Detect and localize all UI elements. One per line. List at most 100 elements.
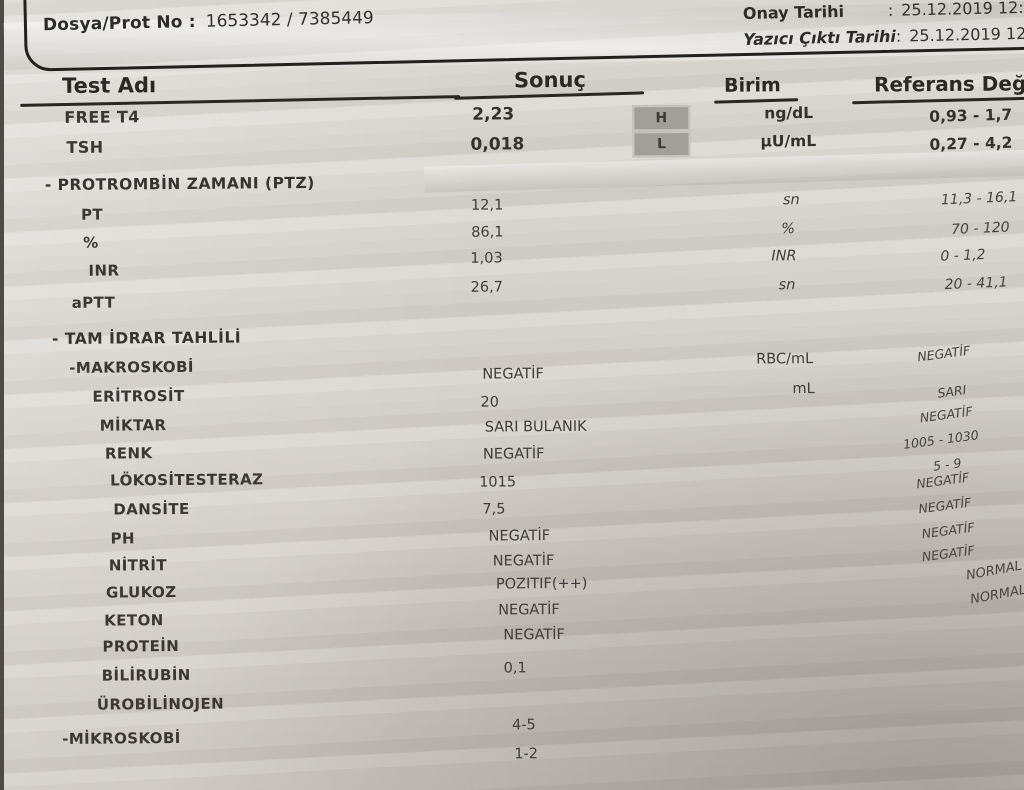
test-result: NEGATİF <box>482 366 544 383</box>
test-unit: sn <box>778 277 796 294</box>
test-name: aPTT <box>71 293 116 312</box>
test-reference: NEGATİF <box>915 469 970 492</box>
test-reference: 0,93 - 1,7 <box>929 105 1013 126</box>
table-row: MİKTAR SARI BULANIK NEGATİF <box>5 404 1024 436</box>
onay-tarihi-value: 25.12.2019 12:10 <box>901 0 1024 20</box>
test-name: -MİKROSKOBİ <box>62 729 181 748</box>
section-row: - TAM İDRAR TAHLİLİ <box>4 322 1024 348</box>
onay-tarihi-line: Onay Tarihi:25.12.2019 12:10 <box>743 0 1024 23</box>
test-name: PH <box>110 529 136 548</box>
onay-tarihi-label: Onay Tarihi <box>742 1 845 24</box>
test-result: NEGATİF <box>503 626 565 644</box>
table-row: NİTRİT NEGATİF NEGATİF <box>6 520 1024 575</box>
test-result: 4-5 <box>512 717 536 734</box>
column-header-referans: Referans Değ <box>873 71 1024 97</box>
test-result: 0,1 <box>503 660 527 677</box>
table-row: -MAKROSKOBİ NEGATİF RBC/mL NEGATİF <box>4 343 1024 383</box>
section-title: - TAM İDRAR TAHLİLİ <box>51 328 242 349</box>
test-unit: % <box>781 221 796 238</box>
test-name: LÖKOSİTESTERAZ <box>110 470 264 490</box>
test-result: SARI BULANIK <box>484 418 587 436</box>
dosya-prot-value: 1653342 / 7385449 <box>205 8 374 32</box>
test-result: 0,018 <box>470 134 525 155</box>
report-content: Dosya/Prot No : 1653342 / 7385449 25.12.2… <box>1 0 1024 763</box>
test-unit: ng/dL <box>764 104 814 123</box>
table-row: DANSİTE 7,5 NEGATİF <box>5 470 1024 519</box>
test-unit: INR <box>771 248 797 265</box>
table-row: INR 1,03 INR 0 - 1,2 <box>3 247 1024 280</box>
dosya-prot-line: Dosya/Prot No : 1653342 / 7385449 <box>43 8 374 35</box>
test-result: 7,5 <box>482 501 506 518</box>
test-name: ÜROBİLİNOJEN <box>96 694 225 714</box>
section-title: - PROTROMBİN ZAMANI (PTZ) <box>44 173 315 195</box>
table-row: RENK NEGATİF 1005 - 1030 <box>5 427 1024 462</box>
header-underline <box>714 98 799 104</box>
test-reference: 20 - 41,1 <box>944 274 1008 294</box>
test-name: RENK <box>104 444 153 463</box>
test-name: DANSİTE <box>113 499 190 519</box>
test-name: NİTRİT <box>108 556 168 575</box>
test-reference: NEGATİF <box>917 494 973 517</box>
column-header-test-adi: Test Adı <box>61 73 157 98</box>
test-unit: sn <box>782 192 800 209</box>
patient-id-box: Dosya/Prot No : 1653342 / 7385449 25.12.2… <box>21 0 1024 72</box>
test-result: 26,7 <box>470 279 503 296</box>
column-header-sonuc: Sonuç <box>513 67 586 93</box>
table-row: LÖKOSİTESTERAZ 1015 5 - 9 <box>5 455 1024 490</box>
test-unit: RBC/mL <box>756 351 814 368</box>
test-name: MİKTAR <box>99 416 167 435</box>
test-unit: µU/mL <box>760 131 817 151</box>
test-result: 20 <box>480 394 500 411</box>
header-underline <box>852 96 1024 105</box>
test-result: 1-2 <box>514 746 539 763</box>
test-reference: NEGATİF <box>920 542 976 565</box>
test-unit: mL <box>792 381 815 398</box>
dosya-prot-label: Dosya/Prot No : <box>42 11 197 36</box>
test-reference: NORMAL <box>964 558 1023 584</box>
test-name: ERİTROSİT <box>92 386 185 406</box>
test-result: NEGATİF <box>482 446 545 463</box>
test-result: 1015 <box>479 474 517 491</box>
test-reference: NORMAL <box>968 582 1024 608</box>
test-reference: 1005 - 1030 <box>902 427 980 452</box>
test-reference: 0,27 - 4,2 <box>929 133 1013 154</box>
test-name: % <box>83 233 99 252</box>
test-name: INR <box>88 261 120 280</box>
test-reference: NEGATİF <box>916 342 971 365</box>
table-row: % 86,1 % 70 - 120 <box>3 219 1024 251</box>
table-row: KETON NEGATİF NORMAL <box>6 559 1024 630</box>
table-row: PROTEİN NEGATİF NORMAL <box>6 583 1024 656</box>
test-result: NEGATİF <box>498 602 560 619</box>
yazici-cikti-label: Yazıcı Çıktı Tarihi <box>743 26 897 50</box>
section-row: - PROTROMBİN ZAMANI (PTZ) <box>3 168 1024 194</box>
table-row: PH NEGATİF NEGATİF <box>6 495 1024 548</box>
test-result: 86,1 <box>471 224 504 241</box>
table-row: GLUKOZ POZITIF(++) NEGATİF <box>6 543 1024 602</box>
test-result: NEGATİF <box>492 553 555 570</box>
column-header-birim: Birim <box>723 74 781 97</box>
table-row: BİLİRUBİN 0,1 <box>7 659 1024 684</box>
test-name: PROTEİN <box>102 637 180 656</box>
yazici-cikti-value: 25.12.2019 12:13 <box>909 23 1024 46</box>
table-row: aPTT 26,7 sn 20 - 41,1 <box>4 274 1024 311</box>
table-row: -MİKROSKOBİ 4-5 <box>7 717 1024 748</box>
yazici-sep: : <box>895 26 902 46</box>
test-reference: SARI <box>936 382 968 401</box>
test-reference: NEGATİF <box>918 403 974 426</box>
test-result: POZITIF(++) <box>495 575 588 593</box>
test-name: -MAKROSKOBİ <box>69 357 194 377</box>
header-underline <box>454 91 645 100</box>
test-result: NEGATİF <box>488 528 551 545</box>
test-name: BİLİRUBİN <box>101 665 191 685</box>
flag-low-badge: L <box>632 130 691 158</box>
table-row: PT 12,1 sn 11,3 - 16,1 <box>3 189 1024 224</box>
test-reference: 11,3 - 16,1 <box>940 189 1018 209</box>
test-result: 2,23 <box>472 104 515 125</box>
table-row: ÜROBİLİNOJEN <box>7 688 1024 714</box>
test-name: PT <box>80 205 104 224</box>
test-name: FREE T4 <box>64 107 140 127</box>
yazici-cikti-line: Yazıcı Çıktı Tarihi: 25.12.2019 12:13 <box>743 23 1024 49</box>
table-row: TSH 0,018 L µU/mL 0,27 - 4,2 <box>2 130 1024 158</box>
onay-sep: : <box>887 0 894 20</box>
